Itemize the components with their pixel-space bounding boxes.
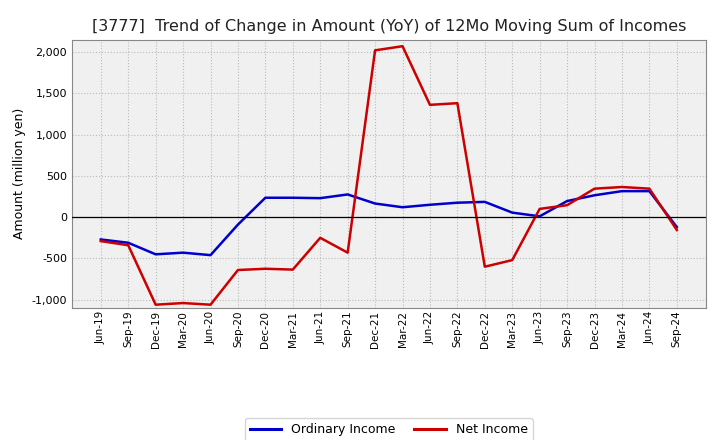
- Net Income: [672, 227, 681, 233]
- Ordinary Income: [343, 192, 352, 197]
- Ordinary Income: [96, 237, 105, 242]
- Net Income: [426, 102, 434, 107]
- Net Income: [261, 266, 270, 271]
- Net Income: [398, 44, 407, 49]
- Net Income: [179, 301, 187, 306]
- Net Income: [563, 202, 572, 208]
- Ordinary Income: [398, 205, 407, 210]
- Ordinary Income: [316, 195, 325, 201]
- Net Income: [289, 267, 297, 272]
- Net Income: [453, 101, 462, 106]
- Ordinary Income: [179, 250, 187, 255]
- Net Income: [590, 186, 599, 191]
- Y-axis label: Amount (million yen): Amount (million yen): [13, 108, 26, 239]
- Ordinary Income: [453, 200, 462, 205]
- Net Income: [343, 250, 352, 255]
- Net Income: [96, 238, 105, 244]
- Net Income: [151, 302, 160, 307]
- Ordinary Income: [563, 198, 572, 204]
- Net Income: [645, 186, 654, 191]
- Ordinary Income: [672, 224, 681, 230]
- Ordinary Income: [206, 253, 215, 258]
- Ordinary Income: [618, 188, 626, 194]
- Net Income: [124, 242, 132, 248]
- Ordinary Income: [261, 195, 270, 200]
- Ordinary Income: [536, 214, 544, 219]
- Net Income: [233, 268, 242, 273]
- Net Income: [316, 235, 325, 240]
- Ordinary Income: [233, 222, 242, 227]
- Legend: Ordinary Income, Net Income: Ordinary Income, Net Income: [245, 418, 533, 440]
- Ordinary Income: [590, 193, 599, 198]
- Net Income: [371, 48, 379, 53]
- Ordinary Income: [124, 240, 132, 246]
- Ordinary Income: [426, 202, 434, 207]
- Title: [3777]  Trend of Change in Amount (YoY) of 12Mo Moving Sum of Incomes: [3777] Trend of Change in Amount (YoY) o…: [91, 19, 686, 34]
- Ordinary Income: [508, 210, 516, 215]
- Ordinary Income: [371, 201, 379, 206]
- Net Income: [206, 302, 215, 307]
- Net Income: [480, 264, 489, 269]
- Ordinary Income: [289, 195, 297, 200]
- Net Income: [618, 184, 626, 190]
- Ordinary Income: [151, 252, 160, 257]
- Net Income: [508, 257, 516, 263]
- Line: Ordinary Income: Ordinary Income: [101, 191, 677, 255]
- Line: Net Income: Net Income: [101, 46, 677, 304]
- Ordinary Income: [645, 188, 654, 194]
- Net Income: [536, 206, 544, 212]
- Ordinary Income: [480, 199, 489, 205]
